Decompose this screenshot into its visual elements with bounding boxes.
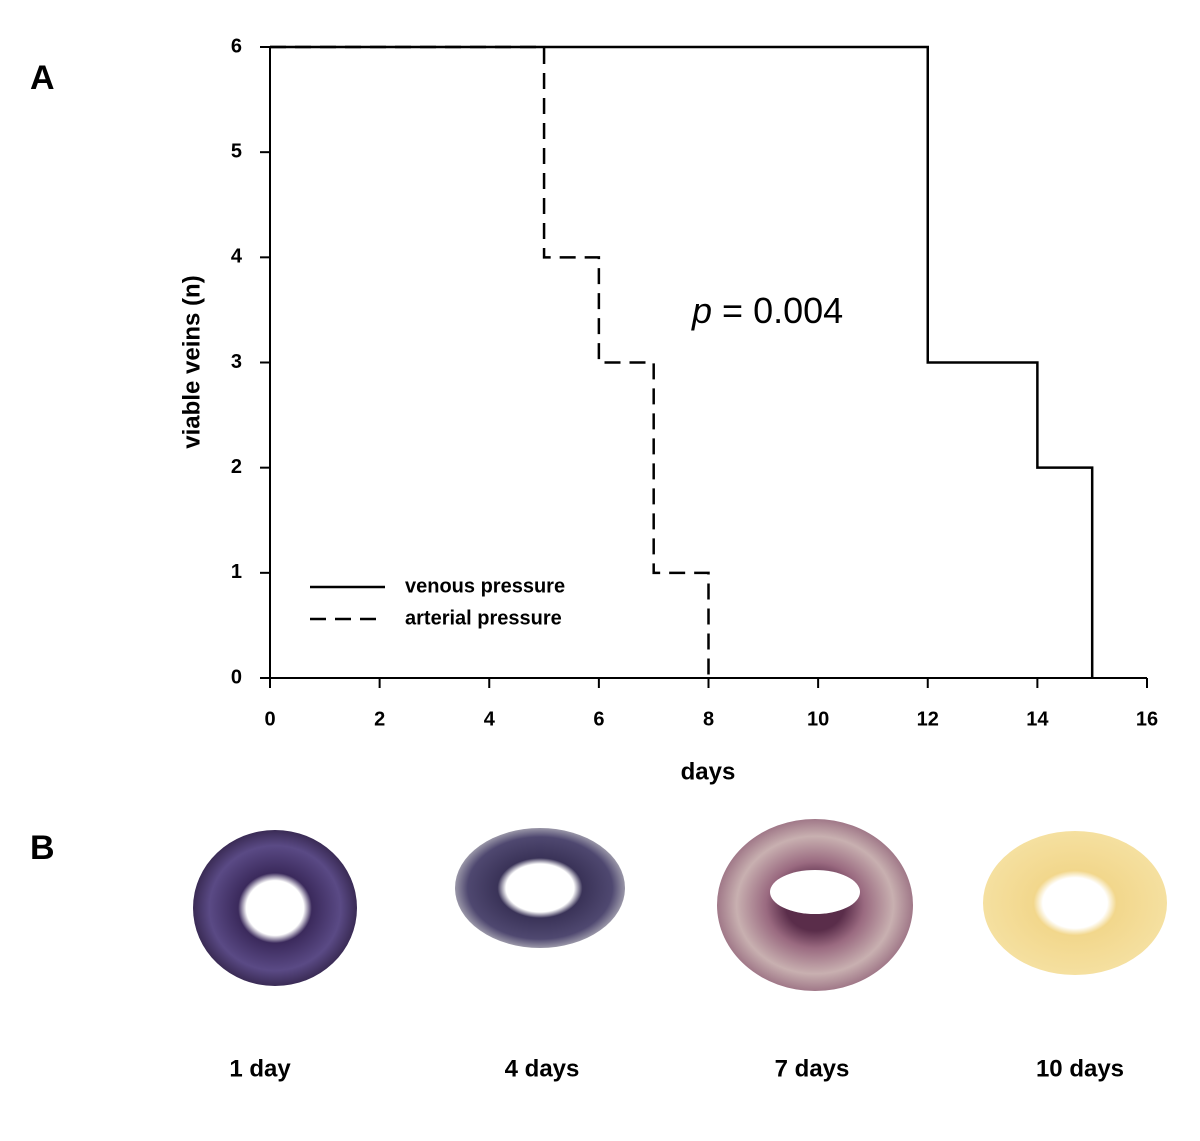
photo bbox=[455, 828, 625, 948]
photo-lumen bbox=[770, 870, 860, 914]
x-tick-label: 4 bbox=[484, 708, 496, 730]
x-axis-label: days bbox=[681, 758, 736, 785]
annotation: p = 0.004 bbox=[691, 290, 843, 331]
y-tick-label: 6 bbox=[231, 35, 242, 57]
photo-caption: 1 day bbox=[229, 1055, 291, 1082]
x-tick-label: 12 bbox=[917, 708, 939, 730]
annotation-variable: p bbox=[691, 290, 712, 331]
y-tick-label: 4 bbox=[231, 246, 243, 268]
photo bbox=[983, 831, 1167, 975]
y-axis-label: viable veins (n) bbox=[178, 275, 205, 448]
y-tick-label: 2 bbox=[231, 456, 242, 478]
y-tick-label: 0 bbox=[231, 666, 242, 688]
y-tick-label: 3 bbox=[231, 351, 242, 373]
x-tick-label: 10 bbox=[807, 708, 829, 730]
x-tick-label: 0 bbox=[264, 708, 275, 730]
legend-label: venous pressure bbox=[405, 575, 565, 597]
photo-caption: 7 days bbox=[775, 1055, 850, 1082]
x-tick-label: 16 bbox=[1136, 708, 1158, 730]
photo-caption: 4 days bbox=[505, 1055, 580, 1082]
x-tick-label: 6 bbox=[593, 708, 604, 730]
photo bbox=[193, 830, 357, 986]
panel-label: B bbox=[30, 829, 55, 867]
x-tick-label: 8 bbox=[703, 708, 714, 730]
photos bbox=[193, 819, 1167, 991]
y-tick-label: 5 bbox=[231, 140, 242, 162]
y-tick-label: 1 bbox=[231, 561, 242, 583]
x-tick-label: 2 bbox=[374, 708, 385, 730]
annotation-text: = 0.004 bbox=[722, 290, 843, 331]
step-line bbox=[270, 45, 1094, 678]
panel-label: A bbox=[30, 59, 55, 97]
photo-caption: 10 days bbox=[1036, 1055, 1124, 1082]
x-tick-label: 14 bbox=[1026, 708, 1049, 730]
legend-label: arterial pressure bbox=[405, 607, 562, 629]
